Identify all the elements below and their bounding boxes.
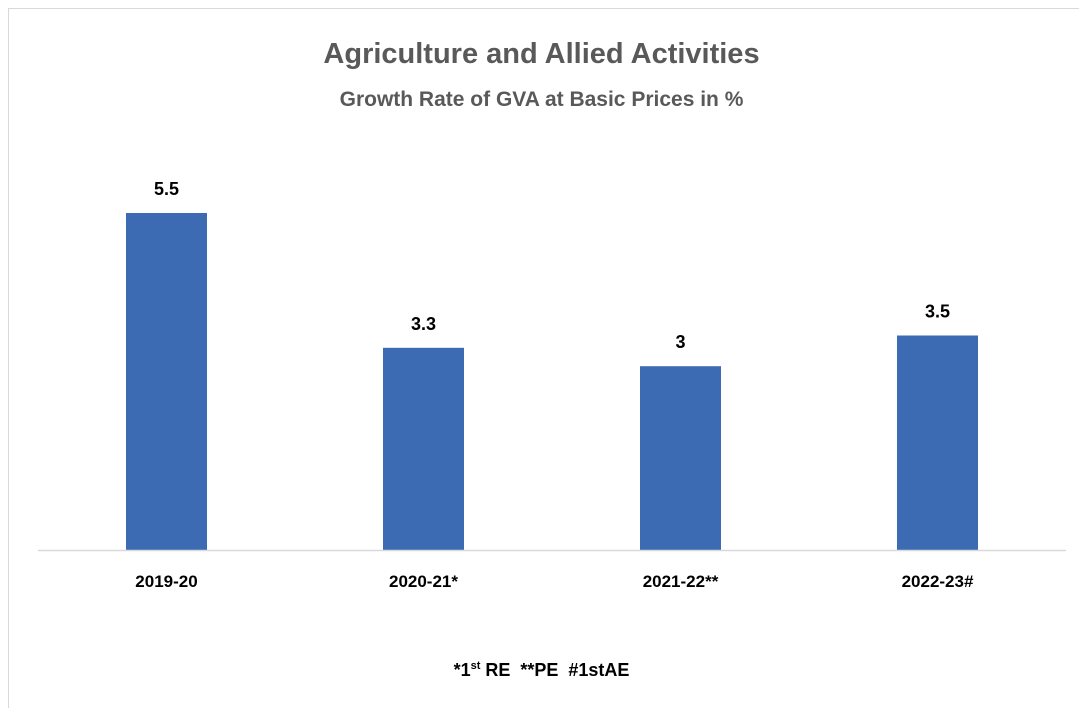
footnote-part-1: *1 bbox=[453, 660, 471, 680]
footnote-superscript: st bbox=[470, 660, 481, 672]
data-label-4: 3.5 bbox=[925, 302, 950, 322]
chart-frame bbox=[8, 8, 1079, 708]
data-label-1: 5.5 bbox=[154, 179, 179, 199]
x-tick-label-4: 2022-23# bbox=[902, 572, 974, 591]
bar-1 bbox=[126, 213, 207, 550]
footnote-part-2: RE **PE #1stAE bbox=[480, 660, 630, 680]
x-tick-label-2: 2020-21* bbox=[389, 572, 458, 591]
footnote: *1st RE **PE #1stAE bbox=[0, 660, 1083, 681]
bar-3 bbox=[640, 366, 721, 550]
chart-title: Agriculture and Allied Activities bbox=[323, 38, 760, 70]
x-tick-label-1: 2019-20 bbox=[135, 572, 197, 591]
chart-subtitle: Growth Rate of GVA at Basic Prices in % bbox=[339, 88, 744, 111]
x-tick-label-3: 2021-22** bbox=[643, 572, 719, 591]
data-label-3: 3 bbox=[675, 332, 685, 352]
bar-2 bbox=[383, 347, 464, 550]
bar-4 bbox=[897, 335, 978, 550]
data-label-2: 3.3 bbox=[411, 314, 436, 334]
